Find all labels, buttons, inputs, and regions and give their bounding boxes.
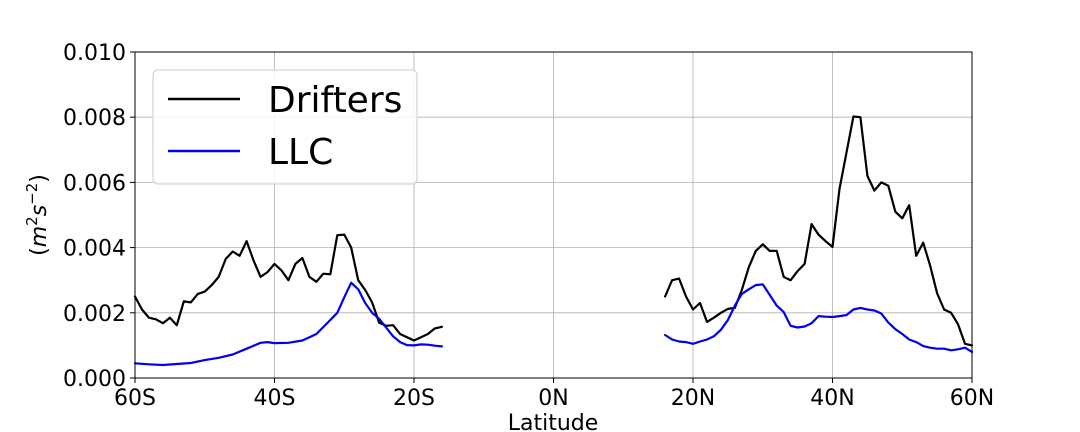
series-line-llc-1 <box>133 281 443 367</box>
y-tick-label: 0.010 <box>63 41 126 66</box>
y-tick-label: 0.004 <box>63 237 126 262</box>
y-tick-label: 0.000 <box>63 367 126 392</box>
x-tick-label: 60S <box>114 386 156 411</box>
x-tick-label: 40N <box>810 386 854 411</box>
y-tick-label: 0.002 <box>63 302 126 327</box>
series-line-llc-2 <box>663 283 974 353</box>
y-tick-label: 0.006 <box>63 171 126 196</box>
series-line-drifters-1 <box>133 233 443 342</box>
series-line-drifters-2 <box>663 115 974 347</box>
y-axis-ticks: 0.000 0.002 0.004 0.006 0.008 0.010 <box>63 41 135 392</box>
y-tick-label: 0.008 <box>63 106 126 131</box>
x-tick-label: 0N <box>538 386 568 411</box>
legend: Drifters LLC <box>152 69 418 185</box>
series-lines <box>133 115 974 367</box>
x-tick-label: 40S <box>254 386 296 411</box>
x-tick-label: 20S <box>393 386 435 411</box>
x-tick-label: 20N <box>671 386 715 411</box>
legend-label-drifters: Drifters <box>268 80 402 121</box>
y-axis-label: (m2s−2) <box>23 174 52 256</box>
x-axis-label: Latitude <box>508 411 599 432</box>
x-axis-ticks: 60S 40S 20S 0N 20N 40N 60N <box>114 378 994 411</box>
x-tick-label: 60N <box>950 386 994 411</box>
legend-label-llc: LLC <box>268 132 333 173</box>
